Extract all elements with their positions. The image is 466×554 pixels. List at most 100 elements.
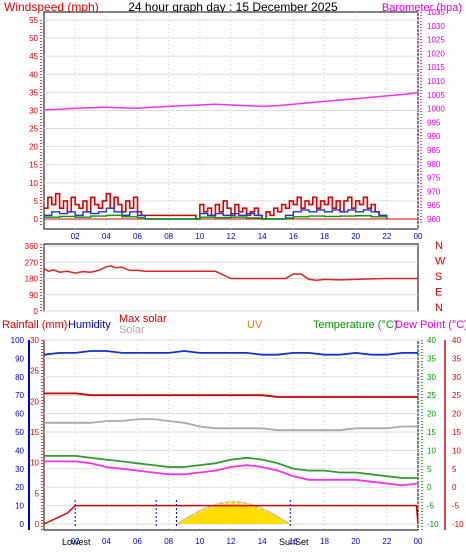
compass-label: N: [435, 302, 443, 314]
wind-tick-label: 15: [29, 161, 38, 170]
direction-tick-label: 360: [25, 242, 39, 251]
rainfall-tick-label: 100: [11, 336, 25, 345]
wind-x-tick-label: 12: [227, 232, 236, 241]
sunset-marker-label: SunSet: [279, 537, 309, 547]
wind-tick-label: 30: [29, 106, 38, 115]
barometer-tick-label: 1010: [427, 77, 445, 86]
wind-x-tick-label: 18: [320, 232, 329, 241]
temperature-tick-label: 35: [427, 354, 436, 363]
dewpoint-tick-label: 15: [452, 428, 461, 437]
temp-x-tick-label: 22: [382, 537, 391, 546]
barometer-tick-label: 1005: [427, 91, 445, 100]
wind-x-tick-label: 06: [133, 232, 142, 241]
legend-dewpoint: Dew Point (°C): [395, 319, 466, 331]
wind-x-tick-label: 10: [195, 232, 204, 241]
legend-temperature: Temperature (°C): [313, 319, 397, 331]
dewpoint-tick-label: 30: [452, 373, 461, 382]
max-solar-line: [44, 392, 418, 398]
legend-solar: Solar: [119, 324, 145, 336]
dewpoint-line: [44, 460, 419, 487]
humidity-tick-label: 25: [30, 367, 39, 376]
temperature-tick-label: 15: [427, 428, 436, 437]
dewpoint-tick-label: 40: [452, 336, 461, 345]
wind-tick-label: 10: [29, 179, 38, 188]
barometer-tick-label: 960: [427, 215, 441, 224]
wind-tick-label: 20: [29, 143, 38, 152]
wind-x-tick-label: 16: [289, 232, 298, 241]
barometer-tick-label: 1025: [427, 36, 445, 45]
temp-x-tick-label: 02: [71, 537, 80, 546]
humidity-tick-label: 15: [30, 428, 39, 437]
wind-tick-label: 50: [29, 34, 38, 43]
temp-x-tick-label: 16: [289, 537, 298, 546]
rainfall-tick-label: 0: [20, 520, 25, 529]
barometer-tick-label: 985: [427, 146, 441, 155]
compass-label: W: [435, 256, 446, 268]
barometer-tick-label: 1035: [427, 8, 445, 17]
wind-average-line: [44, 207, 388, 220]
rainfall-tick-label: 10: [15, 502, 24, 511]
temperature-tick-label: 40: [427, 336, 436, 345]
legend-uv: UV: [247, 319, 263, 331]
temp-x-tick-label: 08: [164, 537, 173, 546]
dewpoint-tick-label: 35: [452, 354, 461, 363]
page-title: 24 hour graph day : 15 December 2025: [128, 0, 338, 14]
wind-direction-line: [43, 265, 418, 282]
wind-x-tick-label: 02: [71, 232, 80, 241]
humidity-tick-label: 5: [35, 489, 40, 498]
temp-x-tick-label: 14: [258, 537, 267, 546]
windspeed-axis-label: Windspeed (mph): [4, 0, 99, 14]
wind-tick-label: 40: [29, 70, 38, 79]
direction-tick-label: 0: [34, 307, 39, 316]
barometer-tick-label: 1020: [427, 49, 445, 58]
wind-tick-label: 45: [29, 52, 38, 61]
temp-x-tick-label: 20: [351, 537, 360, 546]
barometer-tick-label: 1000: [427, 105, 445, 114]
temp-x-tick-label: 06: [133, 537, 142, 546]
wind-x-tick-label: 22: [382, 232, 391, 241]
rainfall-tick-label: 70: [15, 391, 24, 400]
rainfall-tick-label: 90: [15, 354, 24, 363]
barometer-tick-label: 980: [427, 160, 441, 169]
rainfall-tick-label: 50: [15, 428, 24, 437]
wind-tick-label: 55: [29, 16, 38, 25]
rainfall-tick-label: 80: [15, 373, 24, 382]
lowest-marker-label: Lowest: [62, 537, 91, 547]
dewpoint-tick-label: -5: [452, 502, 460, 511]
dewpoint-tick-label: 5: [452, 465, 457, 474]
rainfall-tick-label: 20: [15, 483, 24, 492]
temp-x-tick-label: 12: [227, 537, 236, 546]
legend-humidity: Humidity: [68, 319, 111, 331]
temperature-tick-label: 20: [427, 410, 436, 419]
wind-gust-line: [44, 192, 380, 220]
wind-x-tick-label: 20: [351, 232, 360, 241]
wind-tick-label: 25: [29, 125, 38, 134]
barometer-tick-label: 1030: [427, 22, 445, 31]
legend-rainfall: Rainfall (mm): [2, 319, 67, 331]
temperature-line: [44, 454, 418, 479]
wind-x-tick-label: 14: [258, 232, 267, 241]
temp-x-tick-label: 04: [102, 537, 111, 546]
chart-marks: 0510152025303540455055960965970975980985…: [11, 8, 464, 546]
temperature-tick-label: 10: [427, 446, 436, 455]
humidity-tick-label: 10: [30, 459, 39, 468]
temp-x-tick-label: 18: [320, 537, 329, 546]
barometer-tick-label: 975: [427, 174, 441, 183]
direction-tick-label: 90: [29, 291, 38, 300]
rainfall-tick-label: 30: [15, 465, 24, 474]
compass-label: N: [435, 240, 443, 252]
compass-label: S: [435, 271, 442, 283]
temperature-tick-label: -5: [427, 502, 435, 511]
max-solar-arc: [176, 501, 289, 525]
rainfall-tick-label: 40: [15, 446, 24, 455]
barometer-tick-label: 970: [427, 187, 441, 196]
direction-panel: [43, 243, 419, 312]
sunshine-area: [176, 500, 291, 524]
barometer-tick-label: 965: [427, 201, 441, 210]
temperature-tick-label: 30: [427, 373, 436, 382]
barometer-tick-label: 995: [427, 118, 441, 127]
humidity-line: [43, 350, 418, 356]
wind-x-tick-label: 04: [102, 232, 111, 241]
